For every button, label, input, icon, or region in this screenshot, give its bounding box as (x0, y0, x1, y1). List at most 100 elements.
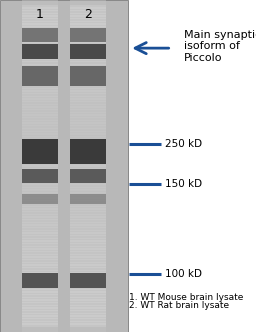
Bar (70, 302, 106, 306)
Bar (22, 248, 58, 252)
Bar (70, 139, 106, 163)
Bar (70, 171, 106, 175)
Bar (70, 72, 106, 76)
Bar (22, 302, 58, 306)
Bar (22, 206, 58, 209)
Bar (70, 221, 106, 225)
Bar (22, 45, 58, 49)
Bar (22, 18, 58, 22)
Bar (22, 155, 58, 159)
Bar (70, 63, 106, 67)
Bar (70, 181, 106, 185)
Bar (70, 169, 106, 183)
Bar (70, 286, 106, 290)
Bar (70, 184, 106, 188)
Bar (70, 120, 106, 124)
Bar (22, 47, 58, 51)
Text: 2: 2 (84, 8, 92, 22)
Bar (70, 273, 106, 288)
Bar (22, 232, 58, 236)
Bar (22, 123, 58, 126)
Bar (22, 125, 58, 129)
Bar (70, 136, 106, 140)
Bar (0, 0, 128, 332)
Bar (70, 69, 106, 73)
Bar (22, 23, 58, 27)
Bar (70, 254, 106, 258)
Bar (22, 128, 58, 132)
Bar (70, 32, 106, 36)
Bar (70, 273, 106, 288)
Bar (22, 28, 58, 42)
Bar (70, 160, 106, 164)
Bar (70, 112, 106, 116)
Text: 150 kD: 150 kD (165, 179, 202, 189)
Bar (70, 168, 106, 172)
Bar (22, 259, 58, 263)
Bar (22, 82, 58, 86)
Bar (22, 28, 58, 42)
Bar (22, 256, 58, 260)
Bar (70, 179, 106, 183)
Bar (22, 77, 58, 81)
Text: 100 kD: 100 kD (165, 269, 202, 279)
Bar (70, 157, 106, 161)
Bar (22, 299, 58, 303)
Bar (22, 5, 58, 9)
Bar (70, 61, 106, 65)
Bar (70, 123, 106, 126)
Bar (22, 136, 58, 140)
Bar (22, 200, 58, 204)
Bar (70, 227, 106, 231)
Bar (70, 305, 106, 309)
Bar (70, 18, 106, 22)
Bar (70, 278, 106, 282)
Bar (70, 10, 106, 14)
Bar (70, 315, 106, 319)
Bar (22, 72, 58, 76)
Bar (70, 194, 106, 204)
Bar (70, 96, 106, 100)
Bar (22, 69, 58, 73)
Bar (22, 190, 58, 194)
Bar (22, 112, 58, 116)
Bar (22, 305, 58, 309)
Bar (70, 262, 106, 266)
Bar (22, 286, 58, 290)
Bar (22, 318, 58, 322)
Bar (70, 45, 106, 49)
Bar (22, 80, 58, 84)
Bar (70, 256, 106, 260)
Text: 1: 1 (36, 8, 44, 22)
Bar (22, 50, 58, 54)
Bar (22, 192, 58, 196)
Bar (22, 139, 58, 163)
Bar (70, 203, 106, 207)
Bar (22, 37, 58, 41)
Bar (70, 13, 106, 17)
Bar (70, 310, 106, 314)
Bar (70, 289, 106, 292)
Bar (22, 267, 58, 271)
Bar (22, 152, 58, 156)
Bar (22, 262, 58, 266)
Bar (70, 152, 106, 156)
Bar (22, 88, 58, 92)
Bar (70, 74, 106, 78)
Bar (22, 307, 58, 311)
Bar (22, 10, 58, 14)
Bar (70, 291, 106, 295)
Bar (22, 42, 58, 46)
Bar (22, 238, 58, 242)
Bar (70, 248, 106, 252)
Bar (70, 85, 106, 89)
Bar (70, 93, 106, 97)
Bar (22, 273, 58, 277)
Bar (22, 7, 58, 11)
Bar (22, 213, 58, 217)
Bar (70, 235, 106, 239)
Bar (22, 296, 58, 300)
Bar (22, 160, 58, 164)
Bar (22, 195, 58, 199)
Bar (70, 44, 106, 59)
